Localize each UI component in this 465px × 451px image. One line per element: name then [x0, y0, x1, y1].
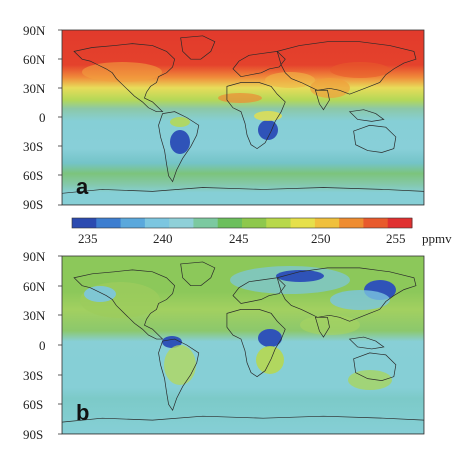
panel-b-lat-label: 90N	[23, 249, 46, 264]
colorbar-cell	[290, 218, 316, 228]
panel-b-ticks	[58, 255, 62, 435]
panel-b-low-africa	[258, 329, 282, 347]
colorbar-cell	[72, 218, 97, 228]
colorbar-cell	[169, 218, 194, 228]
colorbar-cell	[363, 218, 389, 228]
panel-a-lat-label: 90N	[23, 23, 46, 38]
panel-a-ticks	[58, 29, 62, 206]
colorbar-tick: 240	[153, 231, 173, 246]
panel-a: 90N 60N 30N 0 30S 60S 90S a	[23, 23, 425, 212]
panel-b-lat-label: 30S	[23, 368, 43, 383]
panel-a-letter: a	[76, 174, 89, 199]
colorbar-cell	[242, 218, 267, 228]
panel-a-lat-label: 30N	[23, 81, 46, 96]
panel-a-lat-label: 60S	[23, 168, 43, 183]
colorbar-cell	[193, 218, 219, 228]
panel-b-lat-label: 60N	[23, 279, 46, 294]
colorbar: 235 240 245 250 255 ppmv	[71, 217, 452, 246]
panel-a-lat-label: 90S	[23, 197, 43, 212]
colorbar-cell	[314, 218, 340, 228]
colorbar-tick: 235	[78, 231, 98, 246]
colorbar-cell	[339, 218, 364, 228]
panel-b-lat-label: 0	[39, 338, 46, 353]
panel-a-lat-label: 60N	[23, 52, 46, 67]
panel-b-low-siberia	[276, 270, 324, 282]
panel-a-low-africa	[258, 120, 278, 140]
panel-b-letter: b	[76, 400, 89, 425]
colorbar-cell	[387, 218, 413, 228]
colorbar-cell	[217, 218, 243, 228]
colorbar-tick: 245	[229, 231, 249, 246]
panel-a-lat-label: 0	[39, 110, 46, 125]
colorbar-cell	[120, 218, 146, 228]
panel-b-low-south-america	[162, 336, 182, 348]
colorbar-unit: ppmv	[422, 231, 452, 246]
panel-b-lat-label: 30N	[23, 308, 46, 323]
panel-a-low-south-america	[170, 130, 190, 154]
colorbar-cell	[96, 218, 122, 228]
panel-b-lat-label: 60S	[23, 397, 43, 412]
panel-b: 90N 60N 30N 0 30S 60S 90S b	[23, 249, 425, 442]
colorbar-cell	[266, 218, 292, 228]
panel-b-lat-label: 90S	[23, 427, 43, 442]
panel-a-lat-label: 30S	[23, 139, 43, 154]
colorbar-cell	[144, 218, 170, 228]
colorbar-tick: 250	[311, 231, 331, 246]
colorbar-tick: 255	[386, 231, 406, 246]
colorbar-cells	[72, 218, 413, 228]
